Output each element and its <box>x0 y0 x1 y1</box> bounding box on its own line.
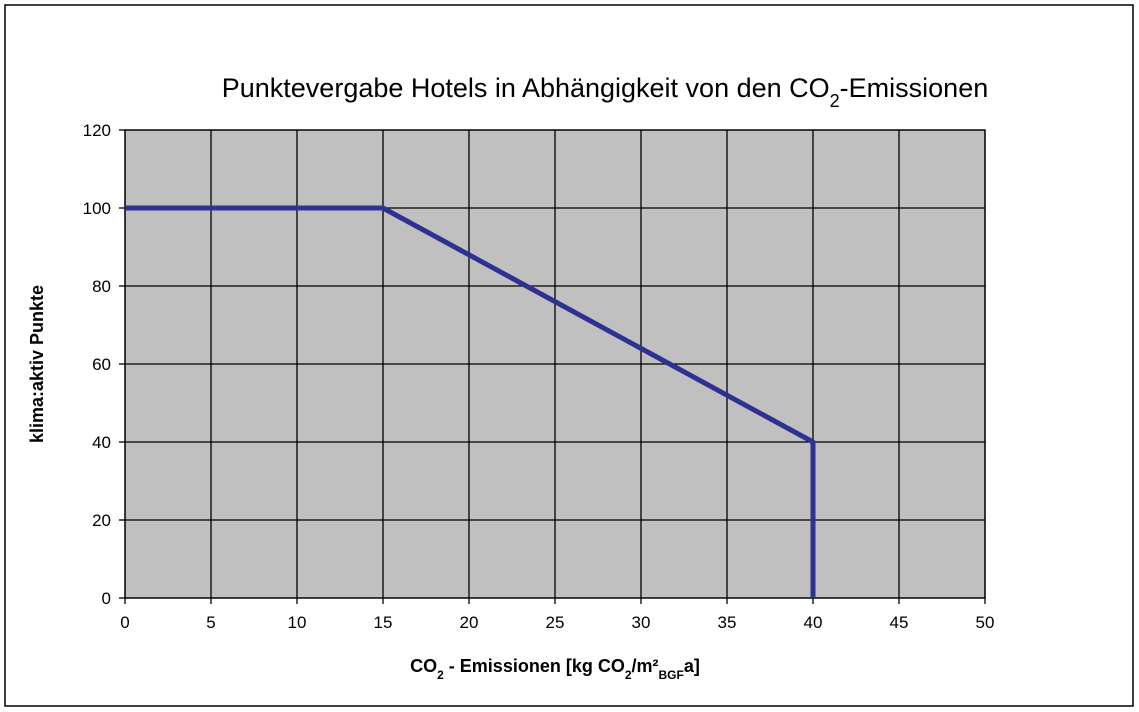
chart-title: Punktevergabe Hotels in Abhängigkeit von… <box>222 73 988 111</box>
plot-border <box>124 129 986 599</box>
y-tick-label: 0 <box>102 589 111 608</box>
title-sub: 2 <box>830 91 840 111</box>
x-tick-label: 10 <box>288 613 307 632</box>
y-tick-label: 80 <box>92 277 111 296</box>
y-tick-label: 100 <box>83 199 111 218</box>
x-tick-label: 20 <box>460 613 479 632</box>
y-tick-label: 20 <box>92 511 111 530</box>
x-tick-label: 15 <box>374 613 393 632</box>
label-sub: BGF <box>659 668 684 682</box>
y-axis-label: klima:aktiv Punkte <box>27 285 47 443</box>
label-part: CO <box>410 656 437 676</box>
y-tick-label: 120 <box>83 121 111 140</box>
x-axis-label: CO2 - Emissionen [kg CO2/m²BGFa] <box>410 656 700 682</box>
y-tick-label: 60 <box>92 355 111 374</box>
x-tick-label: 0 <box>120 613 129 632</box>
title-part: -Emissionen <box>840 73 989 103</box>
label-sub: 2 <box>625 668 632 682</box>
label-part: - Emissionen [kg CO <box>444 656 625 676</box>
x-tick-label: 5 <box>206 613 215 632</box>
x-tick-label: 50 <box>976 613 995 632</box>
label-part: /m² <box>632 656 659 676</box>
label-sub: 2 <box>437 668 444 682</box>
x-tick-label: 45 <box>890 613 909 632</box>
title-part: Punktevergabe Hotels in Abhängigkeit von… <box>222 73 830 103</box>
data-line <box>125 205 816 598</box>
x-tick-label: 40 <box>804 613 823 632</box>
y-tick-label: 40 <box>92 433 111 452</box>
label-part: a] <box>684 656 700 676</box>
x-tick-label: 35 <box>718 613 737 632</box>
x-tick-label: 30 <box>632 613 651 632</box>
x-tick-label: 25 <box>546 613 565 632</box>
